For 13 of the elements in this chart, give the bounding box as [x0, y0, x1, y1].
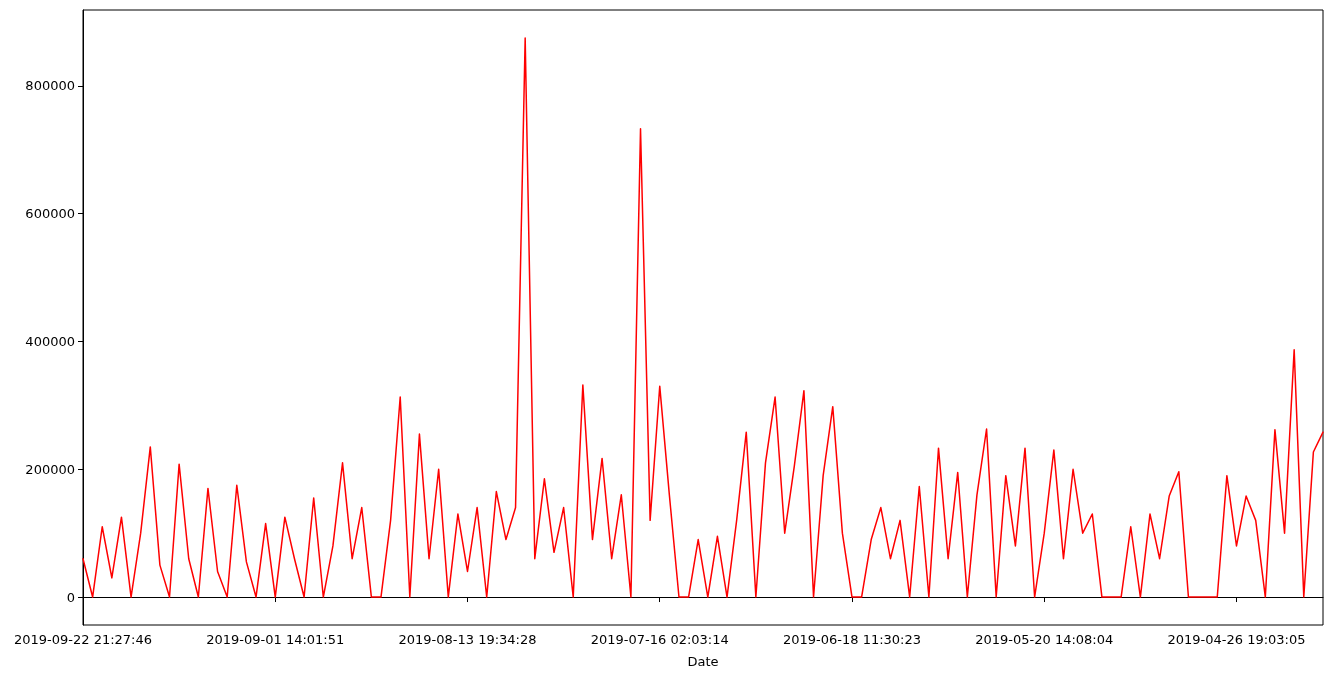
x-tick-label: 2019-06-18 11:30:23 — [782, 632, 922, 647]
x-axis-title: Date — [687, 654, 719, 669]
y-tick-label: 0 — [66, 589, 75, 605]
x-tick-label: 2019-09-01 14:01:51 — [206, 632, 345, 647]
x-tick-label: 2019-04-26 19:03:05 — [1167, 632, 1306, 647]
y-tick-label: 800000 — [25, 78, 75, 94]
y-tick-label: 400000 — [25, 333, 75, 349]
x-tick-label: 2019-09-22 21:27:46 — [13, 632, 153, 647]
y-tick-label: 200000 — [25, 461, 75, 477]
x-tick-label: 2019-07-16 02:03:14 — [590, 632, 729, 647]
y-tick-label: 600000 — [25, 206, 75, 222]
x-tick-label: 2019-08-13 19:34:28 — [398, 632, 537, 647]
x-tick-label: 2019-05-20 14:08:04 — [975, 632, 1114, 647]
